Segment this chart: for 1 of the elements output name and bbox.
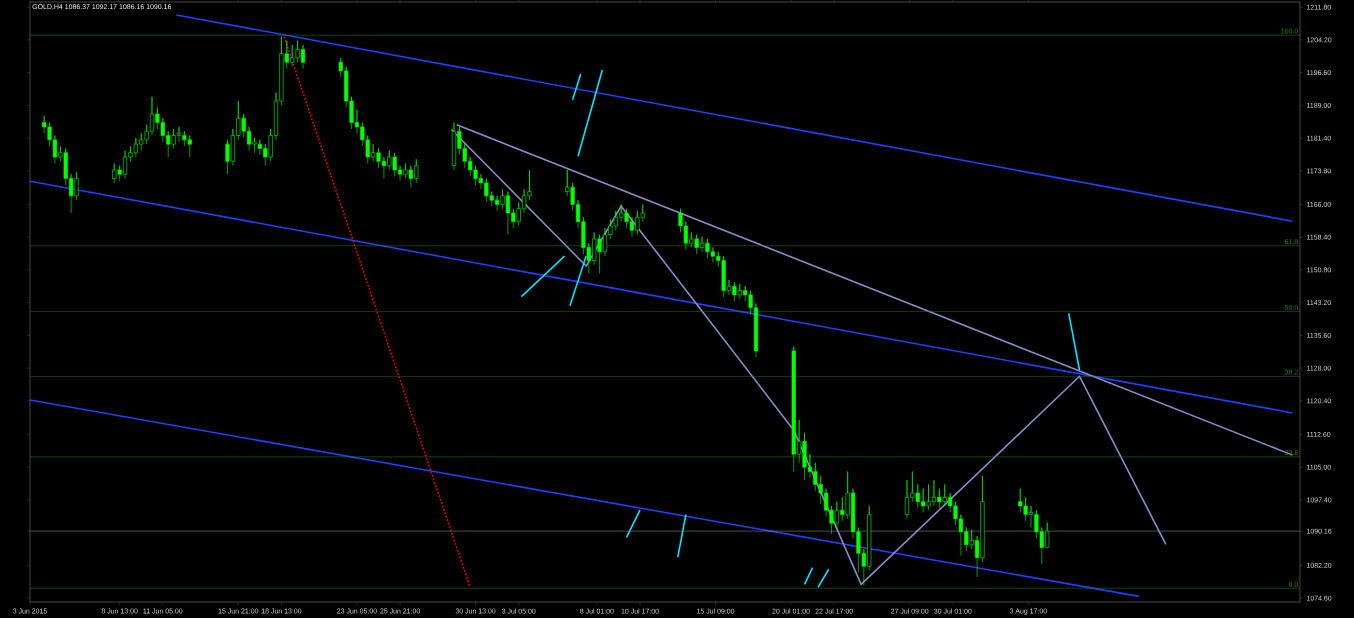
line-series — [450, 128, 1167, 586]
